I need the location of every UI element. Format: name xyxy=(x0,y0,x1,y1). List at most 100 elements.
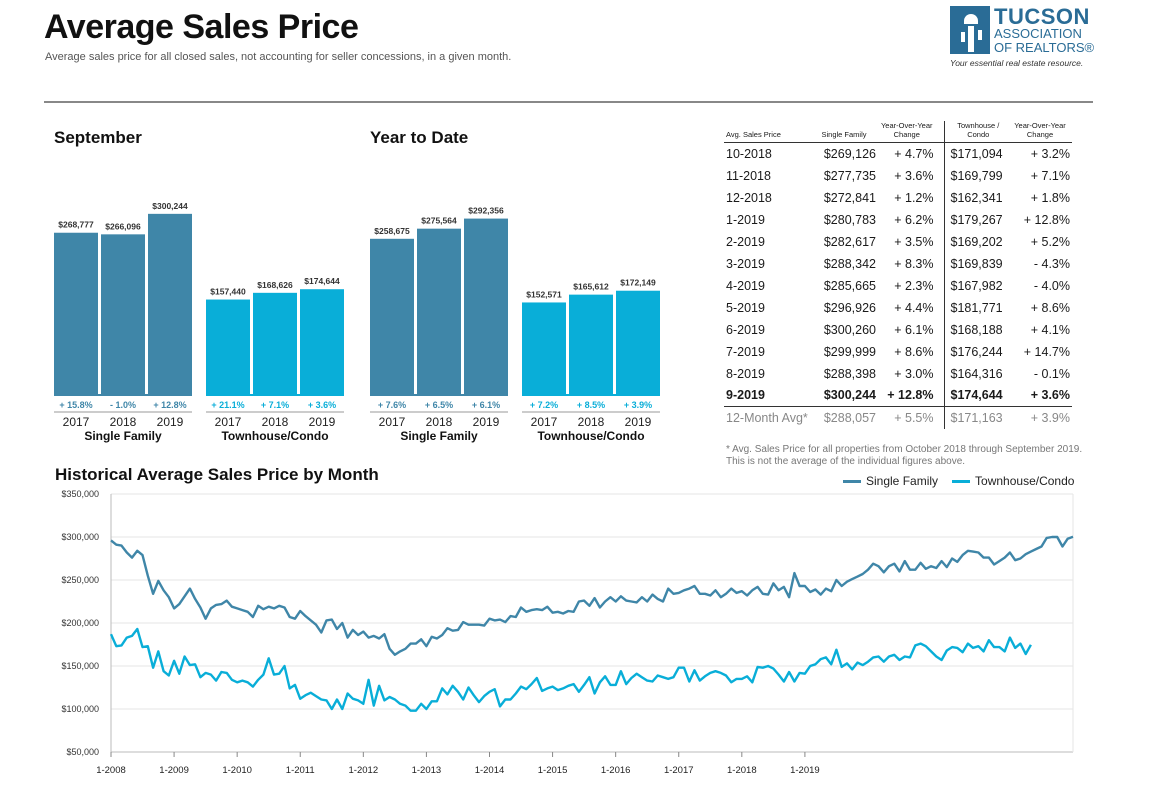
table-cell: $277,735 xyxy=(823,168,876,183)
bar-category-label: 2019 xyxy=(309,415,336,429)
legend-label: Single Family xyxy=(866,474,939,488)
bar-value-label: $266,096 xyxy=(105,221,141,231)
bar-value-label: $268,777 xyxy=(58,220,94,230)
bar-change-label: + 3.9% xyxy=(624,400,652,410)
x-tick-label: 1-2012 xyxy=(349,765,379,776)
chart-legend: Single Family Townhouse/Condo xyxy=(843,474,1074,488)
table-cell: + 4.7% xyxy=(894,146,934,161)
bar-category-label: 2017 xyxy=(215,415,242,429)
table-cell: + 3.2% xyxy=(1030,146,1070,161)
series-line-single-family xyxy=(110,535,1074,657)
table-row: 10-2018 $269,126 + 4.7% $171,094 + 3.2% xyxy=(724,142,1072,165)
table-cell: + 6.2% xyxy=(894,212,934,227)
table-cell: 12-2018 xyxy=(726,190,772,205)
bar-change-label: + 7.6% xyxy=(378,400,406,410)
bar-value-label: $168,626 xyxy=(257,280,293,290)
table-header: Single Family xyxy=(810,121,878,143)
bar-category-label: 2019 xyxy=(473,415,500,429)
september-bar-chart: $268,777 + 15.8% 2017 $266,096 - 1.0% 2018 $30… xyxy=(54,201,344,443)
x-tick-label: 1-2017 xyxy=(664,765,694,776)
table-cell: $299,999 xyxy=(823,344,876,359)
tucson-realtors-logo[interactable]: TUCSON ASSOCIATION OF REALTORS® Your ess… xyxy=(950,4,1096,68)
table-cell: + 8.6% xyxy=(894,344,934,359)
bar-change-label: + 6.5% xyxy=(425,400,453,410)
x-tick-label: 1-2019 xyxy=(790,765,820,776)
logo-tagline: Your essential real estate resource. xyxy=(950,58,1084,68)
bar xyxy=(464,218,508,394)
y-tick-label: $350,000 xyxy=(61,489,99,499)
bar-value-label: $157,440 xyxy=(210,287,246,297)
bar-value-label: $258,675 xyxy=(374,226,410,236)
bar-category-label: 2018 xyxy=(110,415,137,429)
table-cell: + 8.3% xyxy=(894,256,934,271)
table-header: Year-Over-Year Change xyxy=(1008,121,1072,143)
table-cell: $300,244 xyxy=(810,384,878,407)
table-cell: + 6.1% xyxy=(894,322,934,337)
table-row: 8-2019 $288,398 + 3.0% $164,316 - 0.1% xyxy=(724,362,1072,385)
bar-value-label: $165,612 xyxy=(573,282,609,292)
x-tick-label: 1-2013 xyxy=(412,765,442,776)
table-cell: $171,163 xyxy=(943,406,1008,429)
table-cell: + 1.8% xyxy=(1030,190,1070,205)
bar xyxy=(253,292,297,394)
table-cell: - 4.0% xyxy=(1033,278,1070,293)
table-cell: 8-2019 xyxy=(726,366,765,381)
table-cell: $272,841 xyxy=(823,190,876,205)
table-cell: $282,617 xyxy=(823,234,876,249)
bar xyxy=(522,302,566,394)
table-cell: $269,126 xyxy=(823,146,876,161)
table-cell: $167,982 xyxy=(943,274,1008,297)
monthly-price-table: Avg. Sales Price Single Family Year-Over… xyxy=(724,121,1072,429)
y-tick-label: $250,000 xyxy=(61,575,99,585)
bar-value-label: $275,564 xyxy=(421,216,457,226)
historical-chart-title: Historical Average Sales Price by Month xyxy=(55,465,379,484)
historical-line-chart: $350,000 $300,000 $250,000 $200,000 $150,000… xyxy=(61,489,1074,776)
bar-category-label: 2018 xyxy=(578,415,605,429)
x-tick-label: 1-2018 xyxy=(727,765,757,776)
table-cell: + 3.9% xyxy=(1030,410,1070,425)
bar xyxy=(370,238,414,394)
table-cell: $169,799 xyxy=(943,164,1008,187)
table-cell: 1-2019 xyxy=(726,212,765,227)
table-cell: + 3.0% xyxy=(894,366,934,381)
bar-category-label: 2019 xyxy=(625,415,652,429)
table-cell: 5-2019 xyxy=(726,300,765,315)
table-cell: + 5.5% xyxy=(894,410,934,425)
bar-value-label: $172,149 xyxy=(620,278,656,288)
bar-category-label: 2017 xyxy=(531,415,558,429)
table-cell: + 4.4% xyxy=(894,300,934,315)
table-cell: + 12.8% xyxy=(1023,212,1070,227)
table-cell: $296,926 xyxy=(823,300,876,315)
bar-category-label: 2017 xyxy=(379,415,406,429)
y-tick-label: $50,000 xyxy=(66,747,99,757)
bar-change-label: + 12.8% xyxy=(153,400,186,410)
bar xyxy=(300,289,344,394)
table-cell: 4-2019 xyxy=(726,278,765,293)
x-tick-label: 1-2010 xyxy=(222,765,252,776)
y-tick-label: $100,000 xyxy=(61,704,99,714)
table-cell: 2-2019 xyxy=(726,234,765,249)
series-line-townhouse xyxy=(109,627,1032,712)
table-row: 2-2019 $282,617 + 3.5% $169,202 + 5.2% xyxy=(724,230,1072,253)
table-cell: - 0.1% xyxy=(1033,366,1070,381)
table-cell: $288,057 xyxy=(823,410,876,425)
table-row: 4-2019 $285,665 + 2.3% $167,982 - 4.0% xyxy=(724,274,1072,297)
table-row: 1-2019 $280,783 + 6.2% $179,267 + 12.8% xyxy=(724,208,1072,231)
page-subtitle: Average sales price for all closed sales… xyxy=(45,51,512,63)
bar-group-name: Single Family xyxy=(84,429,162,443)
x-tick-label: 1-2014 xyxy=(475,765,505,776)
table-cell: 6-2019 xyxy=(726,322,765,337)
table-header: Townhouse / Condo xyxy=(943,121,1008,143)
bar-change-label: - 1.0% xyxy=(110,400,136,410)
september-title: September xyxy=(54,128,142,147)
table-cell: + 3.5% xyxy=(894,234,934,249)
bar-change-label: + 7.1% xyxy=(261,400,289,410)
table-row: 5-2019 $296,926 + 4.4% $181,771 + 8.6% xyxy=(724,296,1072,319)
bar-change-label: + 3.6% xyxy=(308,400,336,410)
logo-line-2: ASSOCIATION xyxy=(994,26,1082,41)
legend-item-single-family: Single Family xyxy=(843,474,938,488)
page-title: Average Sales Price xyxy=(44,8,359,46)
table-cell: $181,771 xyxy=(943,296,1008,319)
table-cell: $280,783 xyxy=(823,212,876,227)
bar-change-label: + 21.1% xyxy=(211,400,244,410)
